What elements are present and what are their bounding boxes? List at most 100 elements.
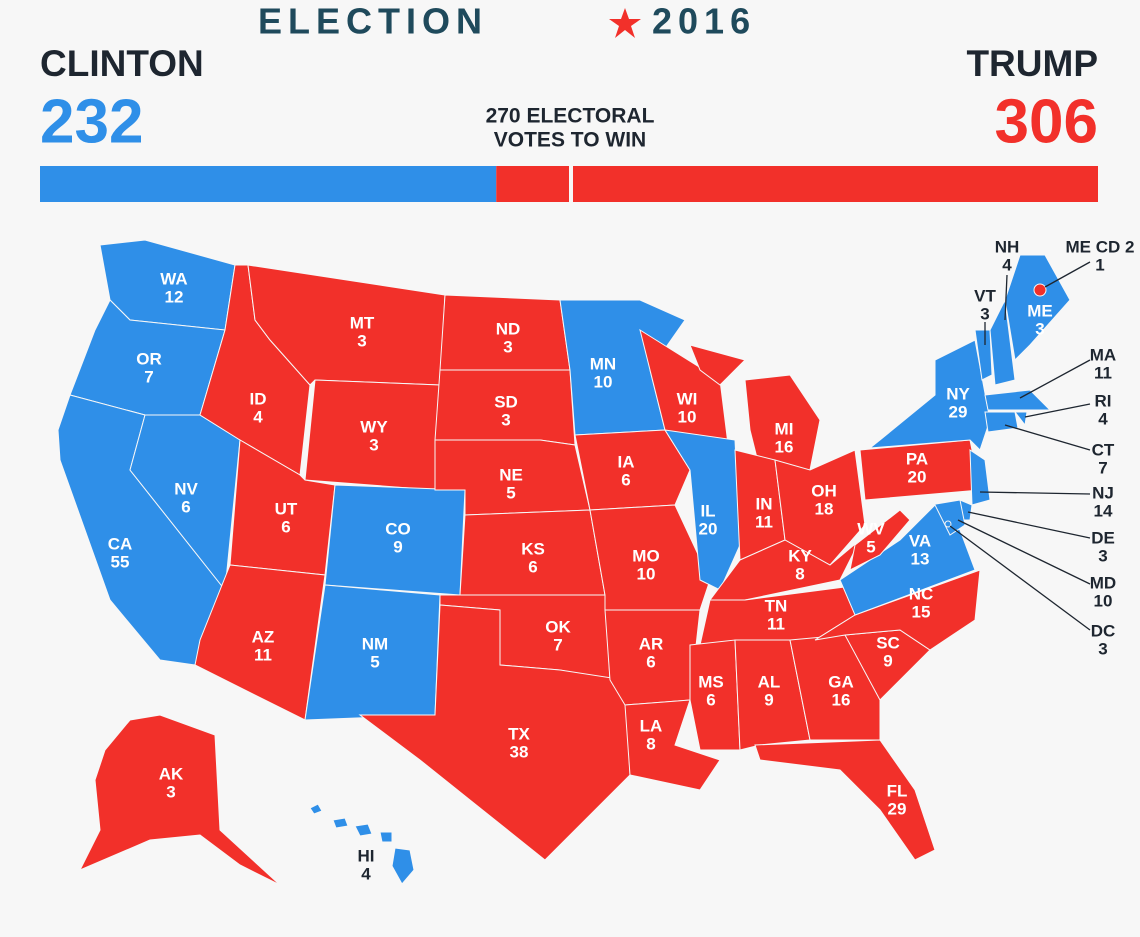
state-name: DC bbox=[1091, 621, 1116, 640]
state-name: RI bbox=[1095, 391, 1112, 410]
leader-line bbox=[979, 491, 1091, 495]
state-votes: 10 bbox=[1094, 591, 1113, 610]
bar-segment bbox=[496, 166, 1098, 202]
state-shape bbox=[839, 504, 976, 616]
title-left: ELECTION bbox=[258, 1, 488, 42]
state-votes: 20 bbox=[699, 519, 718, 538]
leader-line bbox=[1024, 403, 1091, 418]
state-name: IL bbox=[700, 501, 715, 520]
state-votes: 6 bbox=[281, 517, 290, 536]
state-votes: 6 bbox=[181, 497, 190, 516]
state-votes: 38 bbox=[510, 742, 529, 761]
state-name: MS bbox=[698, 672, 724, 691]
state-votes: 15 bbox=[912, 602, 931, 621]
state-votes: 10 bbox=[594, 372, 613, 391]
threshold-text: 270 ELECTORAL bbox=[486, 105, 655, 128]
state-name: LA bbox=[640, 716, 663, 735]
state-votes: 3 bbox=[369, 435, 378, 454]
state-name: VT bbox=[974, 286, 996, 305]
state-marker bbox=[944, 520, 952, 528]
state-votes: 20 bbox=[908, 467, 927, 486]
state-name: VA bbox=[909, 531, 931, 550]
candidate-name: CLINTON bbox=[40, 43, 204, 84]
state-votes: 6 bbox=[706, 690, 715, 709]
state-votes: 29 bbox=[949, 402, 968, 421]
state-votes: 5 bbox=[866, 537, 875, 556]
state-shape bbox=[849, 509, 911, 571]
state-name: AR bbox=[639, 634, 664, 653]
state-votes: 5 bbox=[370, 652, 379, 671]
leader-line bbox=[1004, 274, 1008, 321]
state-shape bbox=[754, 739, 936, 861]
state-votes: 4 bbox=[361, 864, 371, 883]
state-name: SC bbox=[876, 633, 900, 652]
bar-segment bbox=[40, 166, 497, 202]
state-shape bbox=[984, 411, 1019, 433]
state-shape bbox=[574, 429, 691, 511]
state-name: ND bbox=[496, 319, 521, 338]
state-name: MN bbox=[590, 354, 616, 373]
state-votes: 6 bbox=[621, 470, 630, 489]
state-name: ME CD 2 bbox=[1066, 237, 1135, 256]
state-name: FL bbox=[887, 781, 908, 800]
state-name: IA bbox=[618, 452, 635, 471]
state-name: MA bbox=[1090, 345, 1116, 364]
state-name: CT bbox=[1092, 440, 1115, 459]
state-name: AZ bbox=[252, 627, 275, 646]
state-votes: 3 bbox=[357, 331, 366, 350]
candidate-name: TRUMP bbox=[966, 43, 1098, 84]
state-name: NC bbox=[909, 584, 934, 603]
state-votes: 4 bbox=[1002, 255, 1012, 274]
state-shape bbox=[391, 847, 415, 885]
state-shape bbox=[868, 339, 991, 451]
leader-line bbox=[967, 511, 1091, 539]
state-name: NY bbox=[946, 384, 970, 403]
state-shape bbox=[1004, 254, 1071, 362]
state-votes: 3 bbox=[1098, 639, 1107, 658]
state-votes: 16 bbox=[832, 690, 851, 709]
state-name: MT bbox=[350, 313, 375, 332]
state-name: ME bbox=[1027, 301, 1053, 320]
state-votes: 1 bbox=[1095, 255, 1104, 274]
state-votes: 9 bbox=[393, 537, 402, 556]
state-votes: 11 bbox=[755, 512, 773, 531]
state-shape bbox=[689, 639, 741, 751]
state-votes: 3 bbox=[503, 337, 512, 356]
state-name: IN bbox=[756, 494, 773, 513]
state-shape bbox=[354, 823, 373, 837]
state-name: AL bbox=[758, 672, 781, 691]
state-votes: 7 bbox=[144, 367, 153, 386]
state-votes: 5 bbox=[506, 483, 515, 502]
state-shape bbox=[734, 639, 811, 751]
state-name: WA bbox=[160, 269, 187, 288]
state-shape bbox=[984, 389, 1052, 411]
state-name: CA bbox=[108, 534, 133, 553]
vote-bar bbox=[40, 166, 1098, 202]
state-votes: 14 bbox=[1094, 501, 1113, 520]
state-name: ID bbox=[250, 389, 267, 408]
state-votes: 16 bbox=[775, 437, 794, 456]
state-votes: 7 bbox=[1098, 458, 1107, 477]
state-name: NM bbox=[362, 634, 388, 653]
state-name: AK bbox=[159, 764, 184, 783]
state-shape bbox=[969, 449, 991, 506]
state-name: NE bbox=[499, 465, 523, 484]
state-name: MO bbox=[632, 546, 659, 565]
leader-line bbox=[1019, 359, 1091, 399]
state-shape bbox=[689, 344, 746, 386]
state-votes: 8 bbox=[795, 564, 804, 583]
state-shape bbox=[1013, 411, 1028, 427]
state-name: UT bbox=[275, 499, 298, 518]
state-votes: 7 bbox=[553, 635, 562, 654]
state-votes: 29 bbox=[888, 799, 907, 818]
state-name: WY bbox=[360, 417, 388, 436]
leader-line bbox=[1004, 424, 1091, 451]
state-name: NV bbox=[174, 479, 198, 498]
state-name: DE bbox=[1091, 528, 1115, 547]
candidate-votes: 232 bbox=[40, 87, 143, 156]
state-votes: 11 bbox=[254, 645, 272, 664]
state-name: KY bbox=[788, 546, 812, 565]
state-votes: 8 bbox=[646, 734, 655, 753]
